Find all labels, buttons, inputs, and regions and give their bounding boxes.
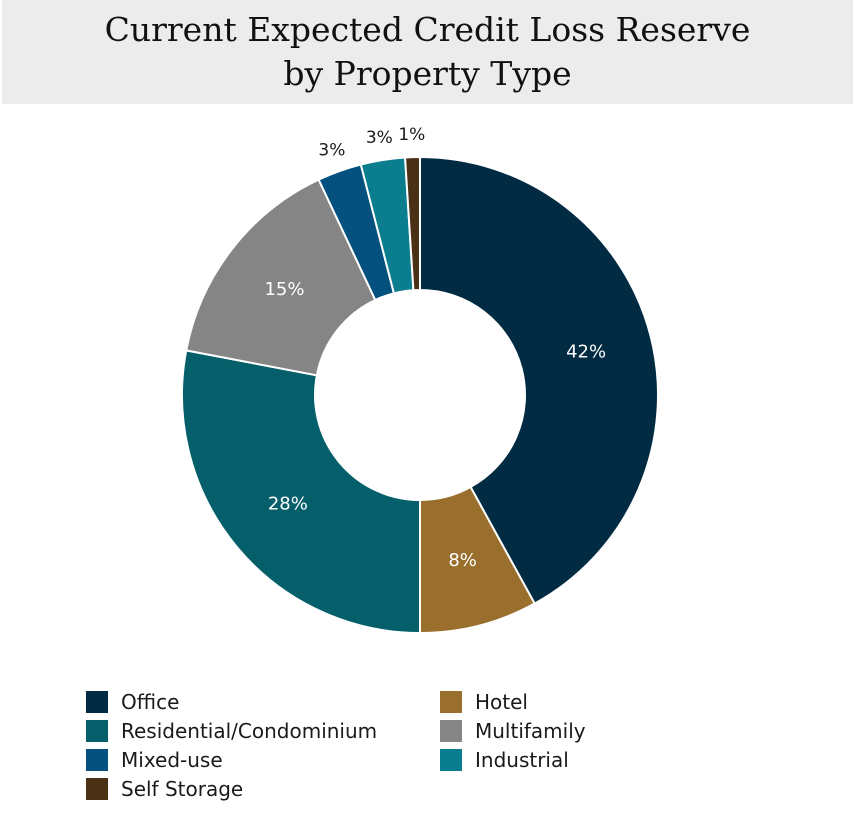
donut-chart: 42%8%28%15%3%3% 1%: [181, 125, 659, 635]
legend-item-hotel: Hotel: [440, 690, 528, 714]
legend-label-industrial: Industrial: [475, 748, 569, 772]
legend-item-industrial: Industrial: [440, 748, 569, 772]
slice-label-self-storage: 1%: [398, 125, 425, 145]
legend-swatch-mixed-use: [86, 749, 108, 771]
chart-title-line-1: Current Expected Credit Loss Reserve: [104, 10, 751, 49]
legend-item-mixed-use: Mixed-use: [86, 748, 223, 772]
legend-swatch-office: [86, 691, 108, 713]
slice-label-office: 42%: [566, 341, 606, 362]
legend-swatch-self-storage: [86, 778, 108, 800]
legend-item-self-storage: Self Storage: [86, 777, 243, 801]
legend-item-residential-condominium: Residential/Condominium: [86, 719, 377, 743]
chart-title-line-2: by Property Type: [283, 54, 572, 93]
legend-label-multifamily: Multifamily: [475, 719, 586, 743]
slice-label-residential-condominium: 28%: [268, 493, 308, 514]
legend-swatch-industrial: [440, 749, 462, 771]
slice-label-hotel: 8%: [448, 550, 477, 571]
legend-label-self-storage: Self Storage: [121, 777, 244, 801]
slice-residential-condominium: [181, 349, 421, 635]
slice-office: [419, 155, 659, 605]
legend-swatch-hotel: [440, 691, 462, 713]
legend-label-mixed-use: Mixed-use: [121, 748, 223, 772]
slice-label-industrial: 3%: [366, 128, 393, 148]
legend-swatch-residential-condominium: [86, 720, 108, 742]
slice-self-storage: [403, 155, 421, 292]
legend-label-hotel: Hotel: [475, 690, 528, 714]
legend-swatch-multifamily: [440, 720, 462, 742]
legend-label-office: Office: [121, 690, 180, 714]
legend-label-residential-condominium: Residential/Condominium: [121, 719, 378, 743]
legend-item-office: Office: [86, 690, 179, 714]
legend-item-multifamily: Multifamily: [440, 719, 586, 743]
slice-label-mixed-use: 3%: [318, 140, 345, 160]
slice-multifamily: [185, 178, 377, 377]
chart-title-band: Current Expected Credit Loss Reserve by …: [2, 0, 853, 104]
slice-label-multifamily: 15%: [264, 279, 304, 300]
